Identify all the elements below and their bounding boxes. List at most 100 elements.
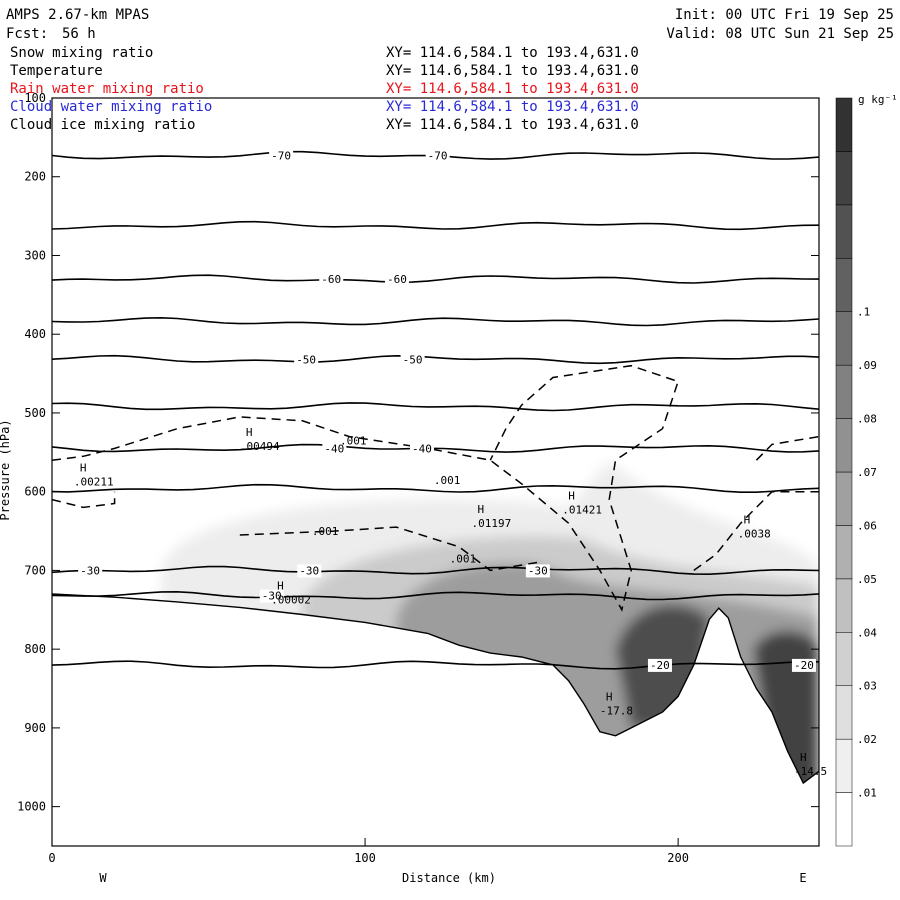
maximum-value: -17.8 [600, 705, 633, 718]
temperature-label: -50 [403, 353, 423, 366]
header: AMPS 2.67-km MPAS Fcst: 56 h Init: 00 UT… [6, 7, 894, 42]
colorbar-swatch [835, 685, 853, 740]
colorbar-tick-label: .1 [857, 306, 870, 319]
temperature-label: -30 [299, 564, 319, 577]
colorbar-swatch [835, 578, 853, 633]
colorbar: g kg⁻¹ .01 .02 .03 .04 .05 .06 .07 .08 .09 .1 [835, 93, 898, 847]
y-tick-label: 200 [24, 170, 46, 184]
temperature-label: -60 [321, 273, 341, 286]
colorbar-tick-label: .09 [857, 359, 877, 372]
contour-label-bg [410, 442, 435, 456]
contour-label-bg [384, 273, 409, 287]
contour-label-bg [297, 564, 322, 578]
ice-contour-label: .001 [312, 525, 339, 538]
colorbar-swatch [835, 418, 853, 473]
ice-contour [52, 364, 680, 612]
east-label: E [799, 871, 806, 885]
colorbar-swatch [835, 738, 853, 793]
temperature-label: -30 [262, 590, 282, 603]
field-xy: XY= 114.6,584.1 to 193.4,631.0 [386, 63, 639, 79]
colorbar-swatch [835, 471, 853, 526]
ice-contour [755, 435, 819, 461]
plot-area: -70 -70 -60 -60 -50 -50 -40 -40 -30 -30 -30 -30 -20 -… [51, 97, 827, 847]
x-axis: 0 100 200 [48, 838, 689, 865]
temperature-label: -20 [794, 659, 814, 672]
maximum-marker: H [478, 503, 485, 516]
temperature-contour [52, 316, 819, 327]
valid-time: Valid: 08 UTC Sun 21 Sep 25 [666, 26, 894, 42]
contour-label-bg [259, 589, 284, 603]
colorbar-tick-label: .07 [857, 466, 877, 479]
forecast-label: Fcst: [6, 26, 48, 42]
contour-label-bg [294, 353, 319, 367]
contour-label-bg [319, 273, 344, 287]
temperature-label: -60 [387, 273, 407, 286]
y-tick-label: 900 [24, 721, 46, 735]
temperature-label: -40 [324, 442, 344, 455]
maximum-value: -14.5 [794, 765, 827, 778]
field-xy: XY= 114.6,584.1 to 193.4,631.0 [386, 81, 639, 97]
x-axis-label: Distance (km) [402, 871, 496, 885]
temperature-label: -70 [271, 149, 291, 162]
y-tick-label: 1000 [17, 800, 46, 814]
colorbar-swatch [835, 204, 853, 259]
maximum-marker: H [246, 426, 253, 439]
field-name: Cloud water mixing ratio [10, 99, 212, 115]
contour-label-bg [400, 353, 425, 367]
temperature-label: -70 [428, 149, 448, 162]
ice-contour-label: .001 [434, 474, 461, 487]
colorbar-tick-label: .08 [857, 413, 877, 426]
temperature-contour [52, 274, 819, 284]
contour-label-bg [269, 149, 294, 163]
contour-labels: -70 -70 -60 -60 -50 -50 -40 -40 -30 -30 -30 -30 -20 -… [78, 149, 816, 672]
temperature-contour [52, 660, 819, 670]
temperature-contour [52, 483, 819, 493]
temperature-contour [52, 590, 819, 601]
ice-contour [693, 490, 819, 572]
field-legend: Snow mixing ratio XY= 114.6,584.1 to 193.… [10, 45, 639, 133]
contour-label-bg [322, 442, 347, 456]
ice-contours [52, 364, 819, 612]
colorbar-swatch [835, 632, 853, 686]
y-tick-label: 600 [24, 485, 46, 499]
contour-label-bg [791, 658, 816, 672]
field-xy: XY= 114.6,584.1 to 193.4,631.0 [386, 99, 639, 115]
ice-contour [52, 491, 116, 509]
maximum-value: .00002 [271, 593, 311, 606]
colorbar-tick-label: .01 [857, 787, 877, 800]
colorbar-tick-label: .05 [857, 573, 877, 586]
ice-contour-label: .001 [450, 553, 477, 566]
maximum-marker: H [606, 691, 613, 704]
x-tick-label: 0 [48, 851, 55, 865]
maximum-value: .01197 [472, 517, 512, 530]
maximum-value: .00211 [74, 475, 114, 488]
colorbar-tick-label: .04 [857, 626, 877, 639]
field-xy: XY= 114.6,584.1 to 193.4,631.0 [386, 45, 639, 61]
field-xy: XY= 114.6,584.1 to 193.4,631.0 [386, 117, 639, 133]
field-name: Temperature [10, 63, 103, 79]
maximum-marker: H [800, 751, 807, 764]
maximum-value: .00494 [240, 440, 280, 453]
y-tick-label: 800 [24, 642, 46, 656]
ice-contour [239, 526, 538, 572]
x-tick-label: 100 [354, 851, 376, 865]
maximum-marker: H [80, 461, 87, 474]
colorbar-swatch [835, 792, 853, 847]
maximum-value: .0038 [738, 527, 771, 540]
contour-label-bg [425, 149, 450, 163]
contour-label-bg [525, 564, 550, 578]
colorbar-tick-label: .03 [857, 680, 877, 693]
colorbar-swatch [835, 151, 853, 206]
init-time: Init: 00 UTC Fri 19 Sep 25 [675, 7, 894, 23]
temperature-label: -30 [80, 564, 100, 577]
colorbar-tick-label: .06 [857, 519, 877, 532]
colorbar-swatch [835, 97, 853, 152]
ice-contour-label: .001 [340, 434, 367, 447]
y-tick-label: 400 [24, 327, 46, 341]
contour-label-bg [78, 564, 103, 578]
field-name: Cloud ice mixing ratio [10, 117, 195, 133]
temperature-contour [52, 565, 819, 576]
shading-blob [753, 630, 819, 799]
y-axis: 100 200 300 400 500 600 700 800 900 1000 [17, 91, 819, 814]
